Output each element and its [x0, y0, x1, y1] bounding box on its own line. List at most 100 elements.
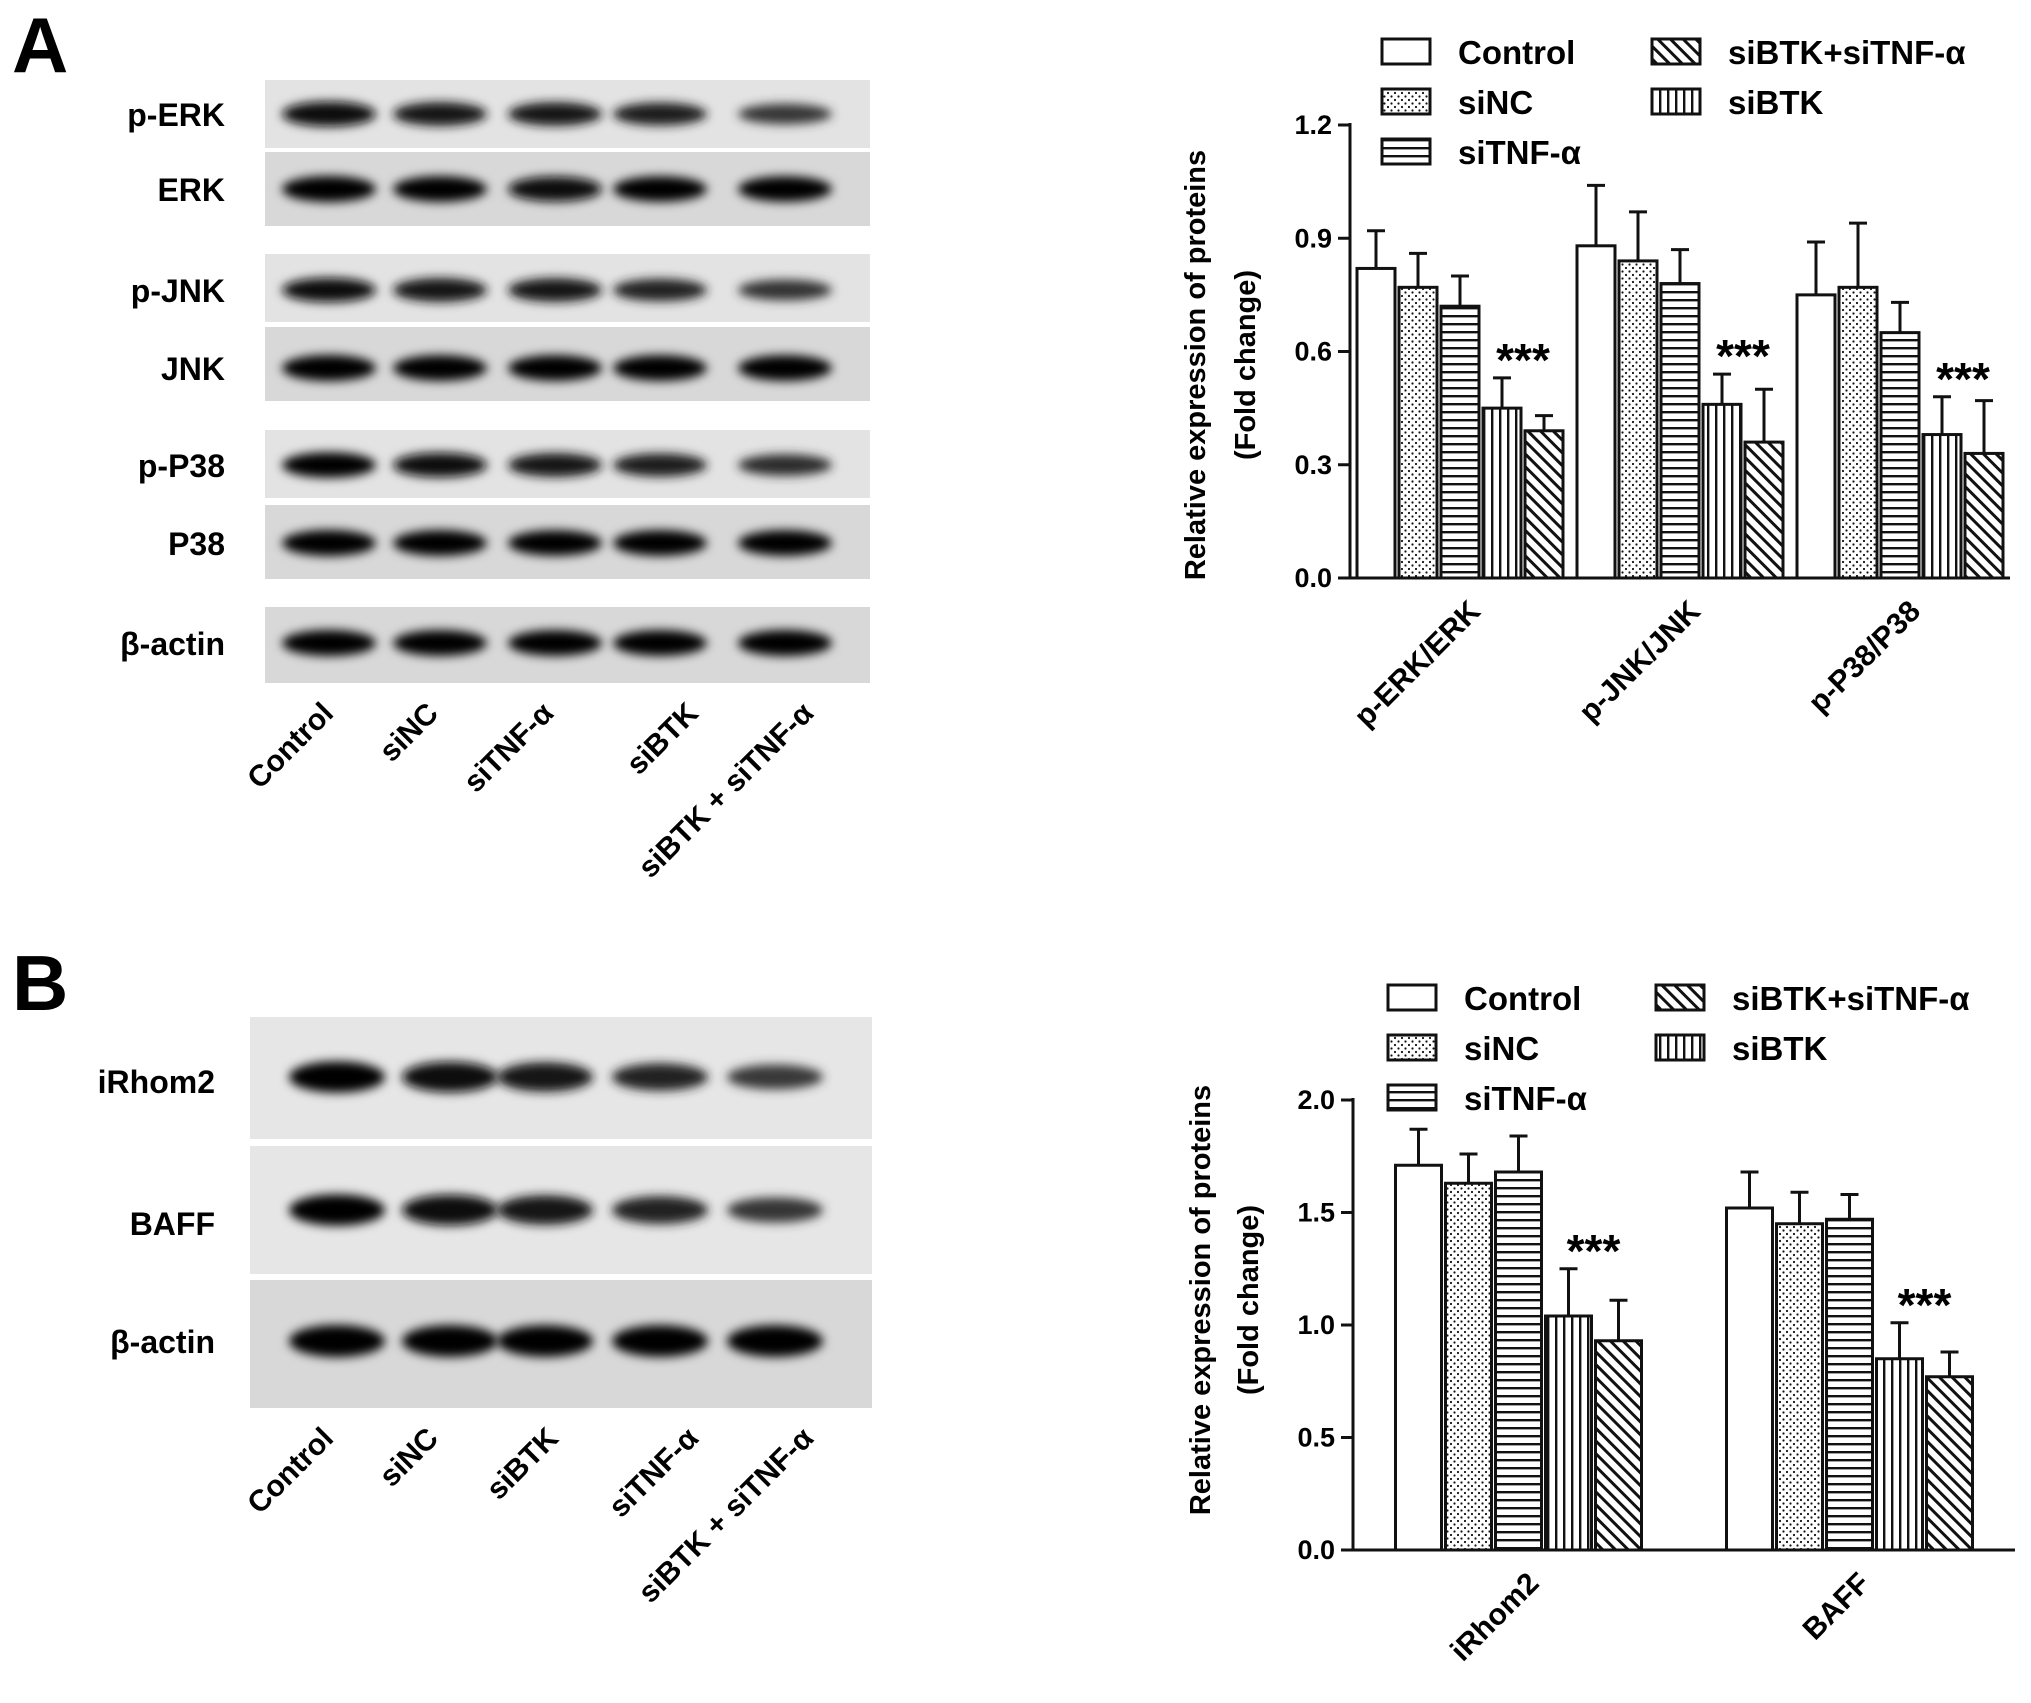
bar	[1523, 429, 1565, 580]
bar	[1725, 1206, 1774, 1552]
blot-band	[727, 1325, 823, 1357]
y-tick-label: 1.5	[1297, 1198, 1335, 1228]
y-tick-label: 0.9	[1294, 223, 1332, 253]
bar	[1617, 259, 1659, 580]
blot-row: P38	[168, 505, 870, 579]
blot-row: β-actin	[110, 1280, 872, 1408]
legend-swatch	[1386, 1083, 1438, 1112]
blot-band	[497, 1195, 593, 1225]
blot-band	[727, 1064, 823, 1090]
legend-swatch	[1380, 87, 1432, 116]
y-tick-label: 2.0	[1297, 1085, 1335, 1115]
blot-row: p-JNK	[131, 254, 870, 322]
blot-band	[613, 102, 707, 126]
blot-band	[282, 101, 376, 127]
legend-label: Control	[1464, 980, 1581, 1017]
bar	[1925, 1375, 1974, 1552]
panel-letter-a: A	[12, 1, 68, 89]
bar	[1444, 1181, 1493, 1552]
blot-band	[282, 277, 376, 303]
legend-label: siBTK+siTNF-α	[1732, 980, 1970, 1017]
blot-row-label: iRhom2	[98, 1064, 215, 1100]
bar	[1659, 282, 1701, 580]
blot-band	[738, 103, 832, 125]
lane-label: siNC	[373, 1422, 445, 1494]
blot-row-label: p-JNK	[131, 273, 225, 309]
blot-band	[402, 1325, 498, 1357]
western-blot-b: iRhom2 BAFF β-actin Control siNC siBTK s…	[98, 1017, 872, 1609]
bar	[1701, 402, 1743, 580]
blot-band	[613, 278, 707, 302]
y-axis-title-unit: (Fold change)	[1230, 270, 1262, 460]
x-tick-label: p-ERK/ERK	[1348, 594, 1487, 733]
blot-band	[738, 176, 832, 202]
x-tick-label: p-JNK/JNK	[1573, 594, 1707, 728]
blot-band	[497, 1325, 593, 1357]
blot-band	[613, 176, 707, 202]
bar	[1775, 1222, 1824, 1552]
legend-swatch	[1650, 87, 1702, 116]
blot-band	[508, 630, 602, 656]
blot-band	[282, 355, 376, 381]
y-tick-label: 0.5	[1297, 1423, 1335, 1453]
blot-band	[402, 1194, 498, 1226]
legend-label: siNC	[1458, 84, 1533, 121]
bar	[1879, 331, 1921, 580]
blot-band	[613, 355, 707, 381]
blot-row-label: p-ERK	[127, 97, 225, 133]
blot-row-label: p-P38	[138, 448, 225, 484]
bar	[1795, 293, 1837, 580]
y-tick-label: 1.0	[1297, 1310, 1335, 1340]
y-axis-title: Relative expression of proteins	[1185, 1085, 1217, 1515]
legend-label: siBTK+siTNF-α	[1728, 34, 1966, 71]
legend-label: siNC	[1464, 1030, 1539, 1067]
bar	[1594, 1339, 1643, 1552]
legend-swatch	[1386, 983, 1438, 1012]
blot-band	[738, 454, 832, 476]
bar-chart-b: Relative expression of proteins (Fold ch…	[1185, 980, 2015, 1668]
blot-band	[282, 530, 376, 556]
bar	[1355, 266, 1397, 580]
legend-swatch	[1380, 37, 1432, 66]
blot-row-label: β-actin	[120, 626, 225, 662]
lane-label: siBTK	[620, 696, 705, 781]
y-tick-label: 0.0	[1297, 1535, 1335, 1565]
lane-label: Control	[241, 697, 340, 796]
bar	[1397, 285, 1439, 580]
lane-labels: Control siNC siBTK siTNF-α siBTK + siTNF…	[241, 1421, 820, 1609]
blot-band	[497, 1062, 593, 1092]
y-axis-title: Relative expression of proteins	[1180, 150, 1212, 580]
blot-band	[289, 1061, 385, 1093]
blot-row: p-P38	[138, 430, 870, 498]
x-tick-label: p-P38/P38	[1802, 595, 1927, 720]
blot-band	[613, 630, 707, 656]
blot-band	[738, 630, 832, 656]
legend-label: siBTK	[1728, 84, 1824, 121]
legend-label: siTNF-α	[1458, 134, 1581, 171]
blot-band	[727, 1197, 823, 1223]
significance-label: ***	[1936, 353, 1990, 405]
lane-label: siNC	[373, 697, 445, 769]
legend-swatch	[1654, 983, 1706, 1012]
blot-row: ERK	[157, 152, 870, 226]
blot-band	[612, 1196, 708, 1224]
bar	[1825, 1217, 1874, 1552]
blot-row: p-ERK	[127, 80, 870, 148]
blot-band	[289, 1325, 385, 1357]
lane-labels: Control siNC siTNF-α siBTK siBTK + siTNF…	[241, 696, 820, 884]
blot-row: JNK	[161, 327, 870, 401]
blot-row-label: β-actin	[110, 1324, 215, 1360]
legend-label: siTNF-α	[1464, 1080, 1587, 1117]
bar	[1481, 406, 1523, 580]
blot-band	[393, 278, 487, 302]
legend-swatch	[1654, 1033, 1706, 1062]
x-tick-label: iRhom2	[1444, 1567, 1545, 1668]
blot-band	[282, 176, 376, 202]
x-tick-label: BAFF	[1797, 1567, 1877, 1647]
y-tick-label: 0.3	[1294, 450, 1332, 480]
blot-band	[508, 530, 602, 556]
blot-band	[508, 355, 602, 381]
blot-row-label: P38	[168, 526, 225, 562]
significance-label: ***	[1716, 330, 1770, 382]
